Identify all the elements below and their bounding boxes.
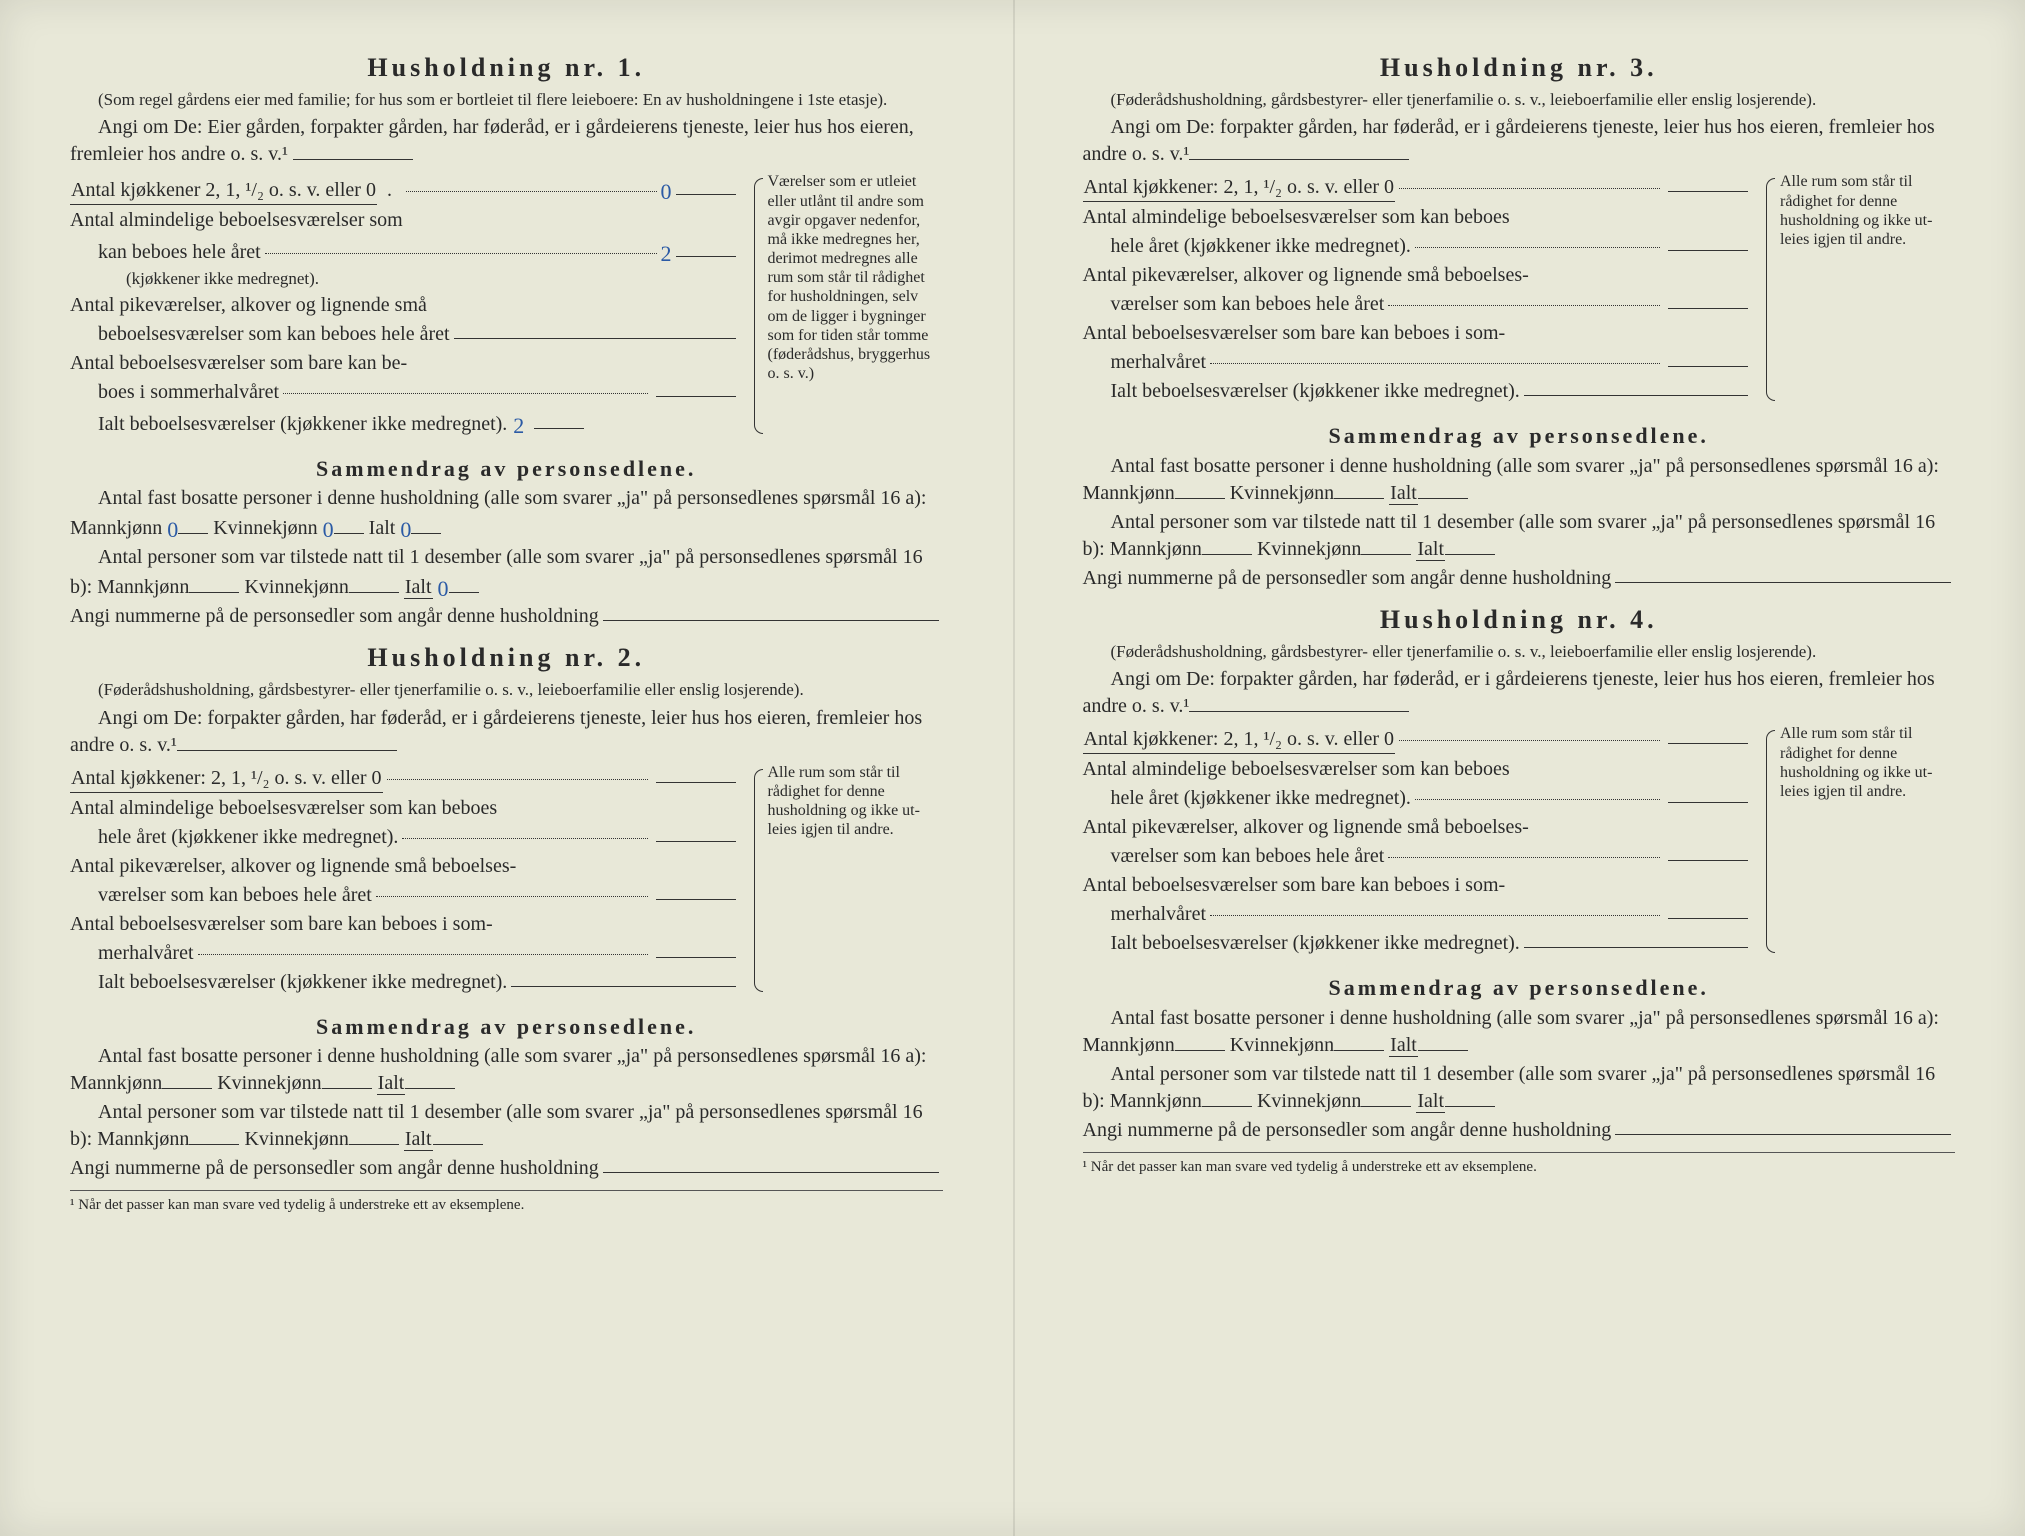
hh1-kjokkener: Antal kjøkkener 2, 1, ¹/₂ o. s. v. eller… [70,174,740,205]
hh1-k-label: Antal kjøkkener 2, 1, ¹/₂ o. s. v. eller… [70,177,377,205]
left-footnote: ¹ Når det passer kan man svare ved tydel… [70,1190,943,1215]
hh2-sidenote: Alle rum som står til rådighet for denne… [754,763,943,998]
hh2-alm1: Antal almindelige beboelsesværelser som … [70,795,740,822]
hh4-pike1: Antal pikeværelser, alkover og lignende … [1083,814,1753,841]
hh3-pike2: værelser som kan beboes hele året [1083,291,1385,318]
hh2-pfast: Antal fast bosatte personer i denne hush… [70,1043,943,1097]
hh4-angi: Angi om De: forpakter gården, har føderå… [1083,666,1956,720]
hh3-room-block: Antal kjøkkener: 2, 1, ¹/₂ o. s. v. elle… [1083,172,1956,407]
right-footnote: ¹ Når det passer kan man svare ved tydel… [1083,1152,1956,1177]
right-page: Husholdning nr. 3. (Føderådshusholdning,… [1013,0,2025,1536]
hh2-alm2: hele året (kjøkkener ikke medregnet). [70,824,398,851]
hh2-title: Husholdning nr. 2. [70,640,943,675]
hh2-k-label: Antal kjøkkener: 2, 1, ¹/₂ o. s. v. elle… [70,765,383,793]
hh1-title: Husholdning nr. 1. [70,50,943,85]
hh4-title: Husholdning nr. 4. [1083,602,1956,637]
hh4-room-block: Antal kjøkkener: 2, 1, ¹/₂ o. s. v. elle… [1083,724,1956,959]
hh1-fast-i: 0 [400,517,411,542]
hh1-som2: boes i sommerhalvåret [70,379,740,406]
hh3-angi: Angi om De: forpakter gården, har føderå… [1083,114,1956,168]
hh4-sidenote: Alle rum som står til rådighet for denne… [1766,724,1955,959]
hh1-til-i: 0 [438,576,449,601]
hh3-alm2: hele året (kjøkkener ikke medregnet). [1083,233,1411,260]
hh2-som2: merhalvåret [70,940,194,967]
hh1-room-block: Antal kjøkkener 2, 1, ¹/₂ o. s. v. eller… [70,172,943,439]
hh2-som1: Antal beboelsesværelser som bare kan beb… [70,911,740,938]
hh3-som2: merhalvåret [1083,349,1207,376]
hh3-angi-num: Angi nummerne på de personsedler som ang… [1083,565,1956,592]
hh3-pfast: Antal fast bosatte personer i denne hush… [1083,453,1956,507]
hh2-desc: (Føderådshusholdning, gårdsbestyrer- ell… [70,679,943,700]
hh2-pike2: værelser som kan beboes hele året [70,882,372,909]
hh3-k-label: Antal kjøkkener: 2, 1, ¹/₂ o. s. v. elle… [1083,174,1396,202]
hh4-alm2: hele året (kjøkkener ikke medregnet). [1083,785,1411,812]
hh1-desc: (Som regel gårdens eier med familie; for… [70,89,943,110]
hh3-title: Husholdning nr. 3. [1083,50,1956,85]
hh4-alm1: Antal almindelige beboelsesværelser som … [1083,756,1753,783]
left-page: Husholdning nr. 1. (Som regel gårdens ei… [0,0,1013,1536]
document-spread: Husholdning nr. 1. (Som regel gårdens ei… [0,0,2025,1536]
hh1-ialt-val: 2 [513,411,524,441]
hh1-angi: Angi om De: Eier gården, forpakter gårde… [70,114,943,168]
hh4-angi-num: Angi nummerne på de personsedler som ang… [1083,1117,1956,1144]
hh4-som1: Antal beboelsesværelser som bare kan beb… [1083,872,1753,899]
hh1-alm2: kan beboes hele året 2 [70,236,740,266]
hh1-angi-text: Angi om De: Eier gården, forpakter gårde… [70,116,914,165]
hh2-angi-num: Angi nummerne på de personsedler som ang… [70,1155,943,1182]
hh2-ialt: Ialt beboelsesværelser (kjøkkener ikke m… [70,969,507,996]
hh1-alm-note: (kjøkkener ikke medregnet). [70,268,740,289]
hh3-pike1: Antal pikeværelser, alkover og lignende … [1083,262,1753,289]
hh2-pike1: Antal pikeværelser, alkover og lignende … [70,853,740,880]
hh3-alm1: Antal almindelige beboelsesværelser som … [1083,204,1753,231]
hh1-alm-val: 2 [661,239,672,269]
hh4-pfast: Antal fast bosatte personer i denne hush… [1083,1005,1956,1059]
hh3-som1: Antal beboelsesværelser som bare kan beb… [1083,320,1753,347]
hh1-k-val: 0 [661,177,672,207]
hh3-ptil: Antal personer som var tilstede natt til… [1083,509,1956,563]
hh1-fast-k: 0 [323,517,334,542]
hh4-k-label: Antal kjøkkener: 2, 1, ¹/₂ o. s. v. elle… [1083,726,1396,754]
hh2-angi: Angi om De: forpakter gården, har føderå… [70,705,943,759]
hh4-desc: (Føderådshusholdning, gårdsbestyrer- ell… [1083,641,1956,662]
hh1-person-title: Sammendrag av personsedlene. [70,454,943,484]
hh2-room-block: Antal kjøkkener: 2, 1, ¹/₂ o. s. v. elle… [70,763,943,998]
hh3-person-title: Sammendrag av personsedlene. [1083,421,1956,451]
hh4-person-title: Sammendrag av personsedlene. [1083,973,1956,1003]
hh1-ialt: Ialt beboelsesværelser (kjøkkener ikke m… [70,408,740,438]
hh3-sidenote: Alle rum som står til rådighet for denne… [1766,172,1955,407]
hh2-person-title: Sammendrag av personsedlene. [70,1012,943,1042]
hh4-som2: merhalvåret [1083,901,1207,928]
hh1-ptil: Antal personer som var tilstede natt til… [70,544,943,601]
hh1-angi-num: Angi nummerne på de personsedler som ang… [70,603,943,630]
hh3-ialt: Ialt beboelsesværelser (kjøkkener ikke m… [1083,378,1520,405]
hh1-alm1: Antal almindelige beboelsesværelser som [70,207,740,234]
hh2-ptil: Antal personer som var tilstede natt til… [70,1099,943,1153]
hh4-ptil: Antal personer som var tilstede natt til… [1083,1061,1956,1115]
hh4-pike2: værelser som kan beboes hele året [1083,843,1385,870]
hh1-som1: Antal beboelsesværelser som bare kan be- [70,350,740,377]
hh3-desc: (Føderådshusholdning, gårdsbestyrer- ell… [1083,89,1956,110]
hh1-sidenote: Værelser som er utleiet eller utlånt til… [754,172,943,439]
hh1-pike2: beboelsesværelser som kan beboes hele år… [70,321,740,348]
hh1-fast-m: 0 [167,517,178,542]
hh4-ialt: Ialt beboelsesværelser (kjøkkener ikke m… [1083,930,1520,957]
hh1-pike1: Antal pikeværelser, alkover og lignende … [70,292,740,319]
hh1-pfast: Antal fast bosatte personer i denne hush… [70,485,943,542]
